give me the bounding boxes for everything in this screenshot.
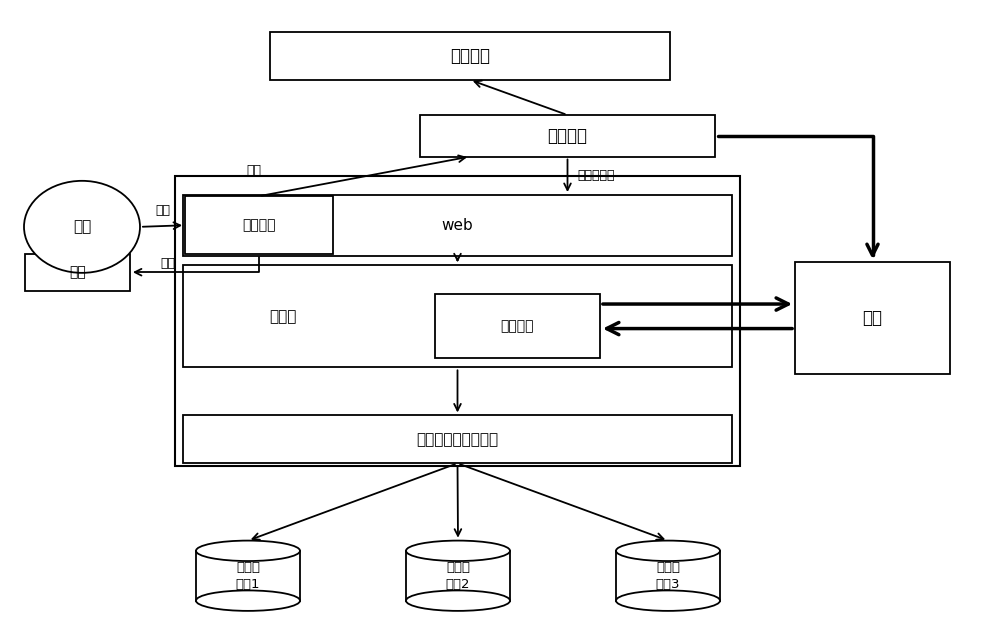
Text: 登录平台: 登录平台 bbox=[450, 47, 490, 65]
Ellipse shape bbox=[196, 541, 300, 561]
Text: 权限平台: 权限平台 bbox=[548, 127, 588, 145]
Bar bbox=[270, 32, 670, 80]
Bar bbox=[185, 196, 333, 254]
Text: 取用户权限: 取用户权限 bbox=[578, 169, 615, 182]
Ellipse shape bbox=[616, 541, 720, 561]
Ellipse shape bbox=[406, 541, 510, 561]
Bar bbox=[196, 551, 300, 601]
Bar bbox=[420, 115, 715, 157]
Bar bbox=[616, 551, 720, 601]
Text: 数据库
服务3: 数据库 服务3 bbox=[656, 561, 680, 590]
Bar bbox=[183, 415, 732, 463]
Ellipse shape bbox=[616, 590, 720, 611]
Ellipse shape bbox=[406, 590, 510, 611]
Bar bbox=[183, 195, 732, 256]
Text: 数据库
服务1: 数据库 服务1 bbox=[236, 561, 260, 590]
Ellipse shape bbox=[196, 590, 300, 611]
Text: 权限处理: 权限处理 bbox=[501, 319, 534, 333]
Text: 退出: 退出 bbox=[69, 265, 86, 279]
Text: 通过: 通过 bbox=[246, 164, 262, 177]
Text: 服务层: 服务层 bbox=[269, 309, 297, 324]
Text: 用户: 用户 bbox=[73, 219, 91, 235]
Text: 数据访问层（路由）: 数据访问层（路由） bbox=[416, 432, 499, 447]
Bar bbox=[406, 551, 510, 601]
Bar bbox=[175, 176, 740, 466]
Text: web: web bbox=[442, 218, 473, 233]
Text: 失败: 失败 bbox=[160, 257, 175, 270]
Text: 数据库
服务2: 数据库 服务2 bbox=[446, 561, 470, 590]
Bar bbox=[183, 265, 732, 367]
Ellipse shape bbox=[24, 181, 140, 273]
Text: 登录校验: 登录校验 bbox=[242, 219, 276, 232]
Bar bbox=[795, 262, 950, 374]
Text: 缓存: 缓存 bbox=[862, 309, 883, 327]
Text: 访问: 访问 bbox=[155, 204, 170, 217]
Bar bbox=[435, 294, 600, 358]
Bar bbox=[25, 254, 130, 291]
